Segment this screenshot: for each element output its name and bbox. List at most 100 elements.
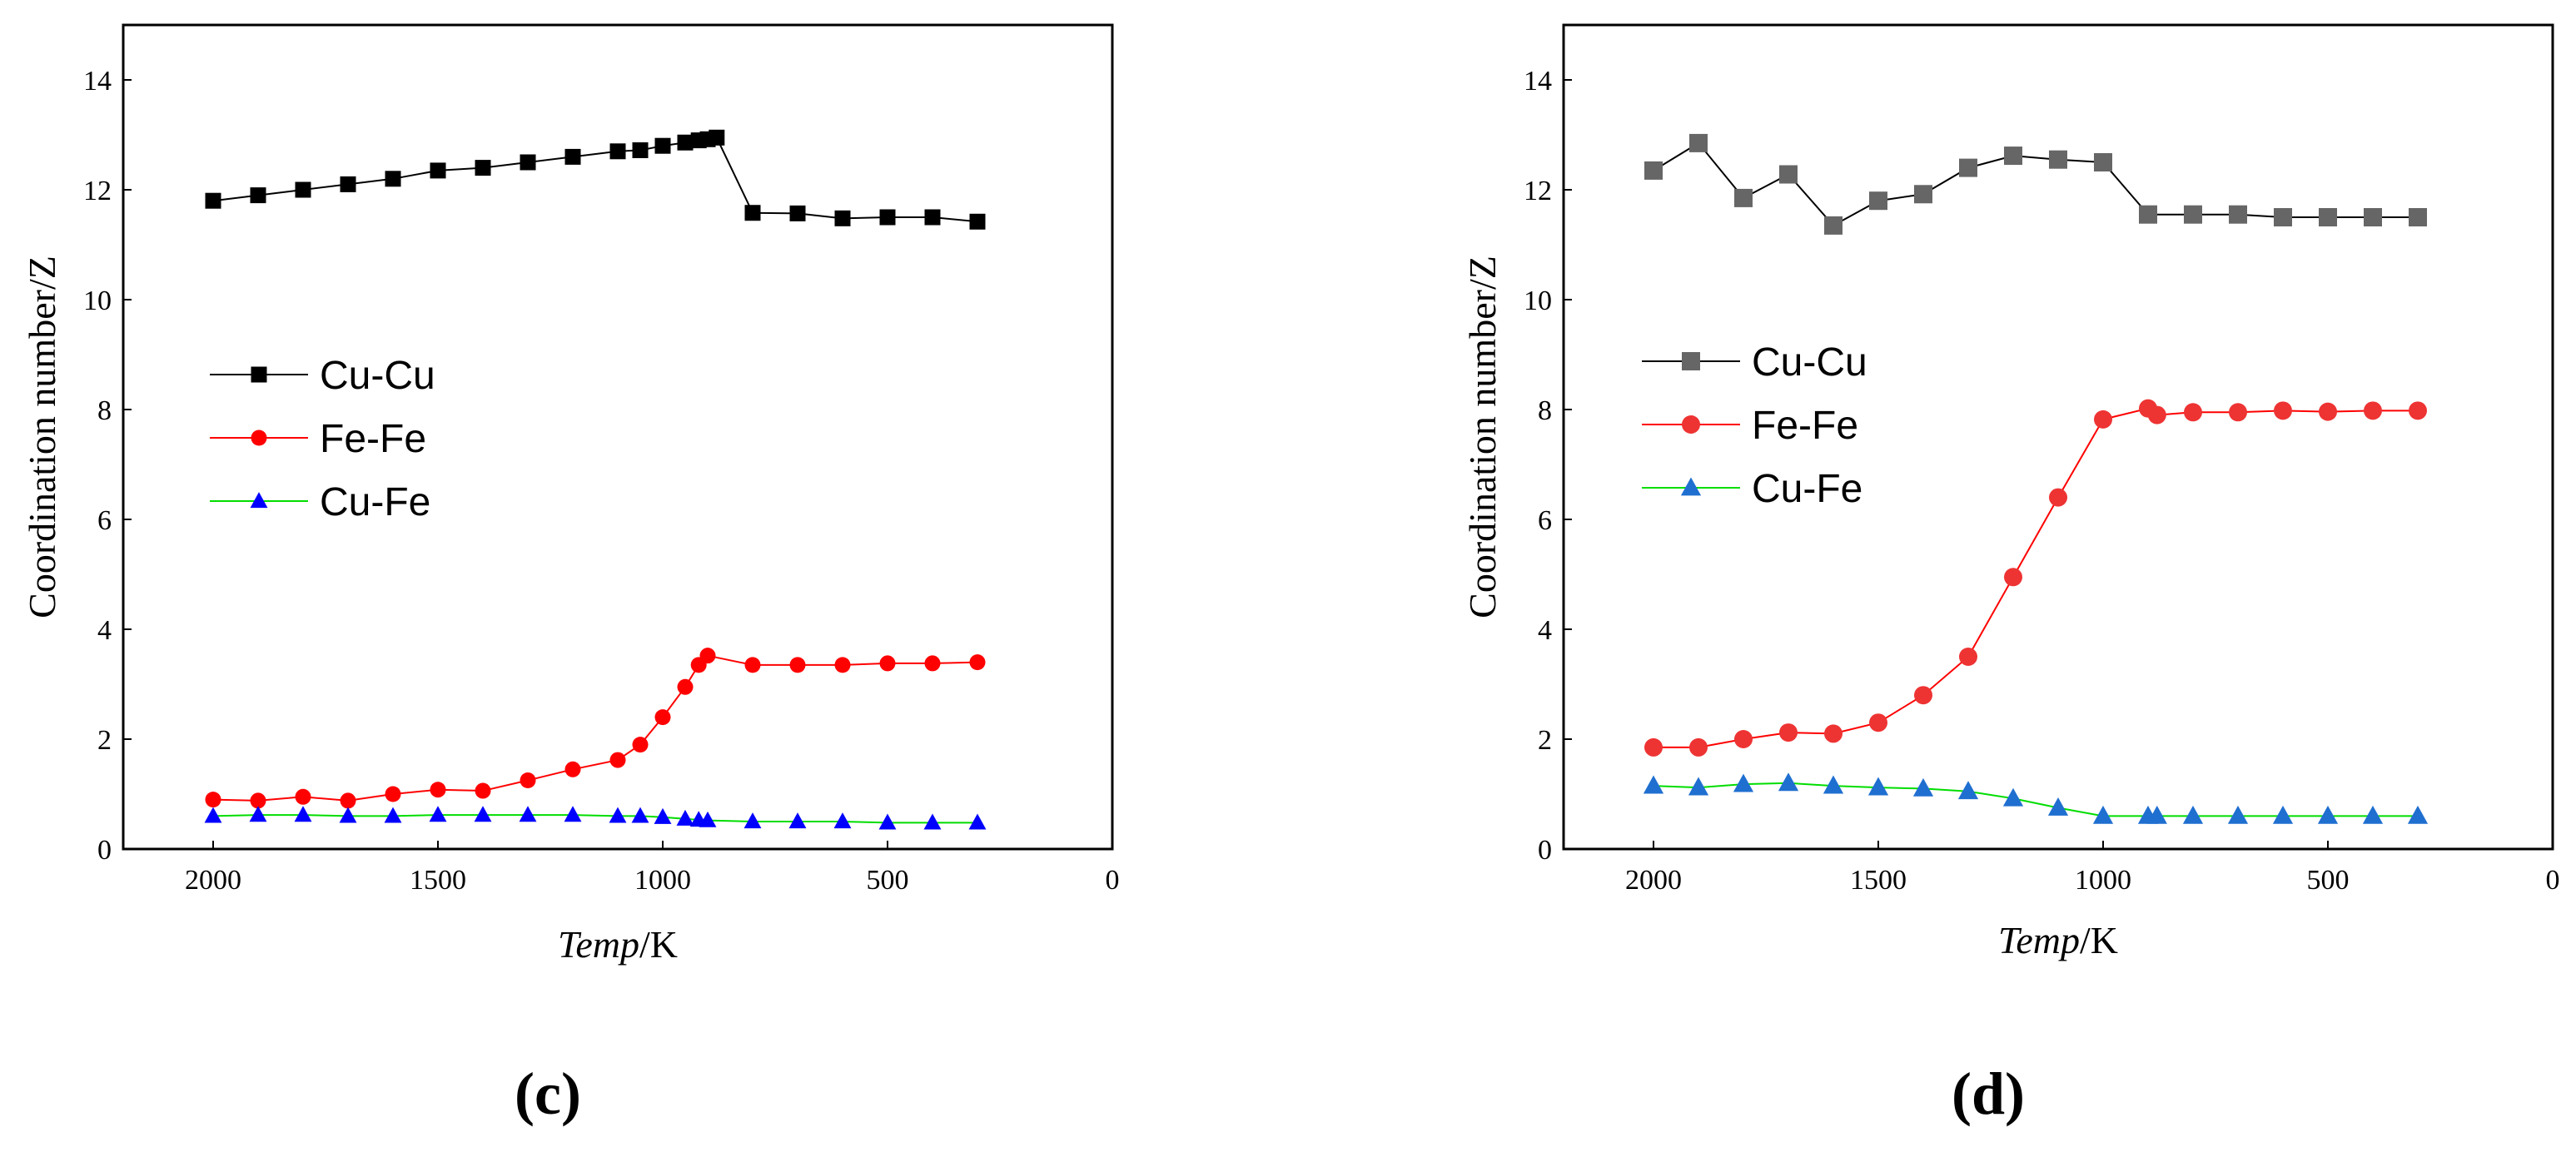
legend-item-cu-cu: Cu-Cu [1642, 340, 1867, 385]
data-point-cu-cu [1869, 191, 1887, 211]
data-point-cu-fe [1688, 777, 1709, 796]
data-point-cu-cu [2049, 150, 2067, 169]
panel-label-c: (c) [515, 1060, 581, 1127]
data-point-cu-cu [654, 137, 671, 154]
data-point-fe-fe [1869, 713, 1887, 732]
x-axis-label-unit: /K [639, 923, 678, 966]
series-line-fe-fe [212, 654, 978, 802]
data-point-cu-fe [609, 807, 627, 823]
data-point-fe-fe [1959, 648, 1977, 666]
x-axis-label: Temp/K [558, 923, 678, 966]
data-point-cu-cu [2364, 208, 2382, 226]
x-tick-label: 500 [867, 865, 909, 896]
y-tick-label: 0 [97, 835, 112, 866]
data-point-fe-fe [385, 786, 401, 802]
legend-marker [1680, 477, 1702, 496]
data-point-fe-fe [699, 648, 716, 664]
y-tick-label: 4 [1538, 615, 1552, 646]
data-point-cu-cu [789, 205, 806, 221]
data-point-cu-cu [2094, 153, 2112, 171]
y-tick-label: 12 [83, 176, 112, 206]
data-point-cu-fe [878, 813, 897, 830]
data-point-fe-fe [2049, 488, 2067, 507]
data-point-cu-cu [2274, 208, 2292, 226]
data-point-fe-fe [2229, 403, 2247, 422]
x-tick-label: 1000 [2075, 865, 2131, 896]
data-point-fe-fe [564, 761, 581, 777]
data-point-cu-cu [385, 171, 401, 187]
data-point-fe-fe [2147, 405, 2166, 425]
data-point-cu-fe [294, 806, 312, 822]
data-point-cu-cu [2184, 205, 2202, 224]
data-point-cu-fe [1912, 777, 1934, 797]
data-point-cu-fe [654, 807, 672, 824]
data-point-cu-cu [632, 142, 649, 158]
legend-marker [1682, 415, 1700, 434]
x-tick-label: 1500 [410, 865, 466, 896]
x-tick-label: 2000 [1625, 865, 1682, 896]
data-point-cu-cu [1689, 133, 1708, 152]
y-tick-label: 2 [97, 725, 112, 756]
data-point-cu-cu [2319, 208, 2337, 226]
data-point-cu-fe [339, 807, 357, 823]
data-point-cu-fe [564, 806, 582, 822]
data-point-cu-fe [2407, 805, 2429, 824]
data-point-fe-fe [744, 657, 761, 673]
data-point-cu-fe [204, 807, 222, 823]
axis-ticks: 2000 1500 1000 500 0 0 2 4 6 8 10 12 14 [1524, 66, 2560, 896]
data-point-fe-fe [677, 678, 694, 695]
data-point-cu-cu [520, 154, 536, 171]
data-point-cu-cu [677, 134, 694, 151]
x-axis-label-italic: Temp [558, 923, 639, 966]
legend-item-cu-cu: Cu-Cu [210, 354, 435, 398]
data-point-cu-cu [2229, 205, 2247, 224]
data-point-cu-cu [2139, 205, 2157, 224]
data-point-fe-fe [1734, 730, 1753, 748]
legend-label: Fe-Fe [320, 417, 426, 461]
data-point-cu-cu [2004, 146, 2022, 166]
y-tick-label: 6 [1538, 505, 1552, 536]
data-point-cu-fe [743, 812, 762, 829]
data-point-cu-cu [969, 213, 986, 230]
data-point-cu-cu [924, 209, 941, 226]
plot-frame [122, 23, 1114, 851]
data-point-cu-cu [1734, 188, 1753, 207]
legend-marker [1682, 352, 1700, 370]
data-point-fe-fe [2364, 401, 2382, 420]
data-point-cu-fe [788, 812, 807, 829]
data-point-cu-cu [1914, 185, 1932, 204]
legend-item-fe-fe: Fe-Fe [1642, 404, 1858, 448]
data-point-cu-fe [699, 811, 717, 827]
series-line-cu-fe [212, 814, 977, 824]
data-point-fe-fe [1644, 737, 1663, 757]
data-point-fe-fe [205, 792, 221, 808]
data-point-cu-fe [2272, 805, 2294, 824]
data-point-cu-cu [1824, 216, 1842, 235]
legend-item-cu-fe: Cu-Fe [1642, 467, 1862, 511]
data-point-cu-cu [2409, 208, 2427, 226]
legend-label: Cu-Cu [1752, 340, 1867, 385]
data-point-cu-cu [205, 192, 221, 209]
data-point-fe-fe [789, 657, 806, 673]
x-axis-label-unit: /K [2080, 919, 2118, 961]
series-line-cu-cu [212, 137, 978, 223]
legend-item-fe-fe: Fe-Fe [210, 417, 426, 461]
data-point-cu-fe [249, 806, 267, 822]
data-point-cu-fe [631, 807, 649, 823]
data-point-cu-fe [1733, 773, 1754, 792]
data-point-cu-fe [1823, 775, 1844, 794]
data-point-fe-fe [632, 737, 649, 753]
series-layer [1643, 133, 2429, 824]
legend-label: Fe-Fe [1752, 404, 1858, 448]
legend-label: Cu-Fe [320, 480, 430, 524]
plot-frame [1562, 23, 2554, 851]
data-point-fe-fe [475, 782, 491, 799]
legend: Cu-Cu Fe-Fe Cu-Fe [210, 354, 435, 524]
data-point-cu-fe [2092, 805, 2114, 824]
y-tick-label: 8 [97, 395, 112, 426]
x-tick-label: 0 [1106, 865, 1120, 896]
data-point-fe-fe [2094, 410, 2112, 429]
legend: Cu-Cu Fe-Fe Cu-Fe [1642, 340, 1867, 511]
data-point-cu-cu [879, 209, 896, 226]
